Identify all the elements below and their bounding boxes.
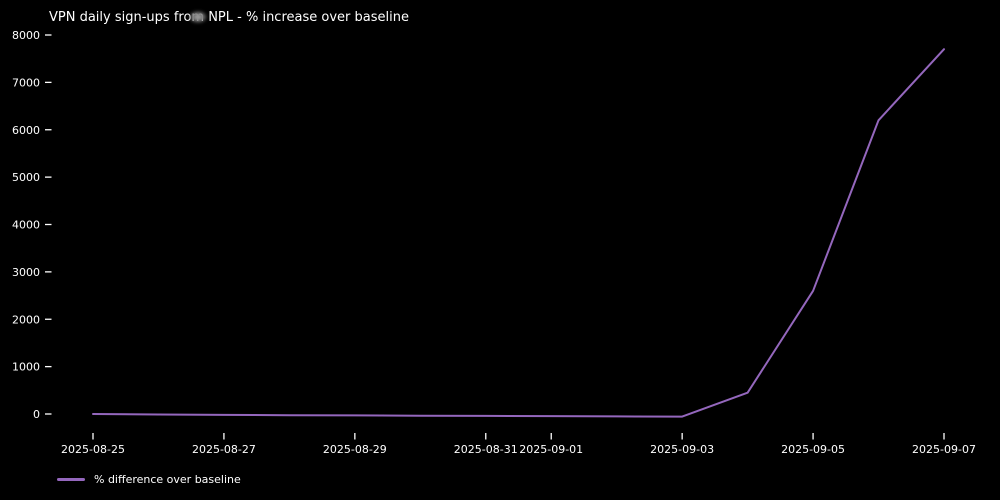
x-tick-label: 2025-09-03 [650, 443, 714, 456]
legend-label: % difference over baseline [94, 473, 241, 486]
y-tick-label: 4000 [12, 219, 40, 232]
y-tick-label: 6000 [12, 124, 40, 137]
series-line-percent-difference [92, 48, 945, 418]
x-tick-label: 2025-09-07 [912, 443, 976, 456]
x-tick-label: 2025-08-31 [454, 443, 518, 456]
y-tick-label: 7000 [12, 76, 40, 89]
x-tick-label: 2025-08-25 [61, 443, 125, 456]
y-tick-label: 0 [33, 408, 40, 421]
y-tick-label: 5000 [12, 171, 40, 184]
legend: % difference over baseline [57, 473, 241, 486]
x-tick-label: 2025-08-29 [323, 443, 387, 456]
chart-title: VPN daily sign-ups from NPL - % increase… [49, 10, 409, 25]
x-axis-ticks: 2025-08-25 2025-08-27 2025-08-29 2025-08-31… [61, 433, 976, 456]
y-tick-label: 1000 [12, 361, 40, 374]
x-tick-label: 2025-09-05 [781, 443, 845, 456]
y-tick-label: 8000 [12, 29, 40, 42]
y-axis-ticks: 0 1000 2000 3000 4000 5000 6000 7000 8000 [12, 29, 52, 421]
y-tick-label: 3000 [12, 266, 40, 279]
x-tick-label: 2025-08-27 [192, 443, 256, 456]
x-tick-label: 2025-09-01 [519, 443, 583, 456]
legend-swatch-line [57, 478, 85, 481]
y-tick-label: 2000 [12, 313, 40, 326]
